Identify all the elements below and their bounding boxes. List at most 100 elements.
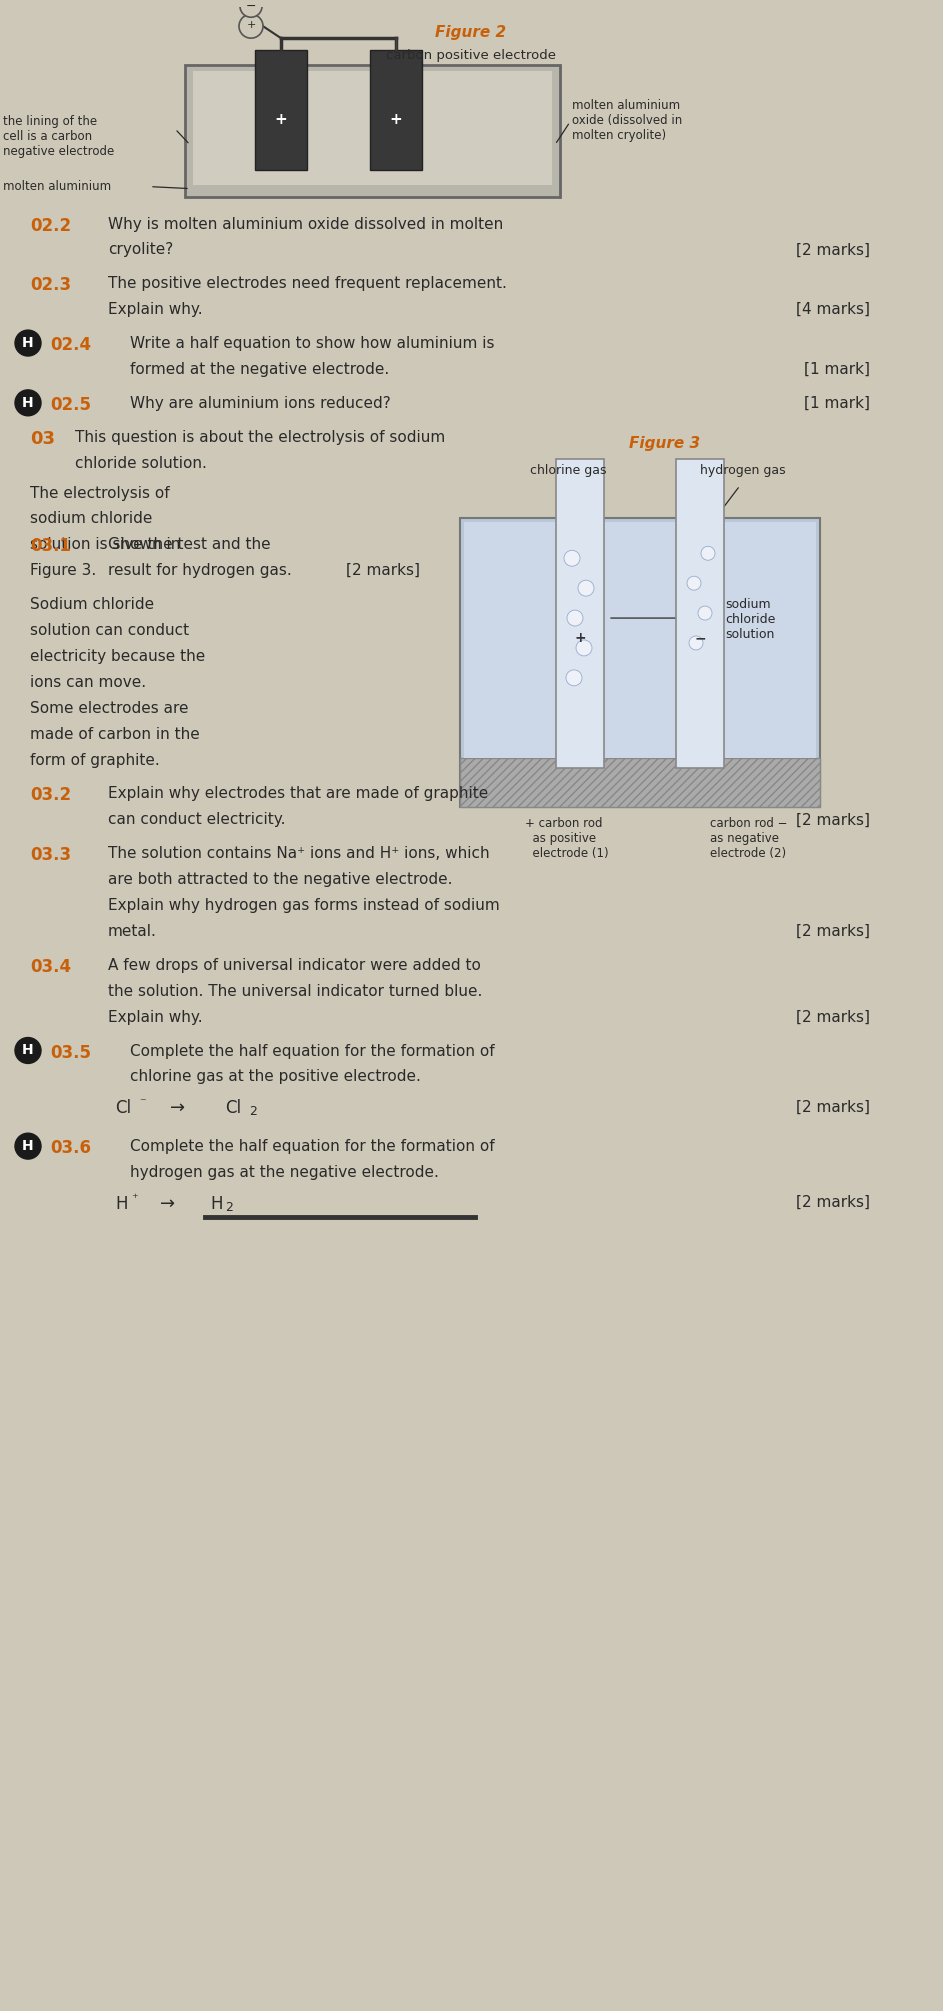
Circle shape xyxy=(239,14,263,38)
Text: carbon positive electrode: carbon positive electrode xyxy=(386,48,556,62)
Text: form of graphite.: form of graphite. xyxy=(30,752,159,768)
Text: H: H xyxy=(23,336,34,350)
Text: hydrogen gas at the negative electrode.: hydrogen gas at the negative electrode. xyxy=(130,1164,438,1180)
Circle shape xyxy=(15,390,41,416)
Text: ions can move.: ions can move. xyxy=(30,676,146,690)
Circle shape xyxy=(15,1038,41,1064)
Text: 02.5: 02.5 xyxy=(50,396,91,414)
Text: 03.5: 03.5 xyxy=(50,1044,91,1062)
Circle shape xyxy=(15,1132,41,1158)
Text: 2: 2 xyxy=(249,1106,256,1118)
Text: cryolite?: cryolite? xyxy=(108,243,174,257)
Text: This question is about the electrolysis of sodium: This question is about the electrolysis … xyxy=(75,430,445,444)
Text: +: + xyxy=(389,113,403,127)
Circle shape xyxy=(566,670,582,686)
Bar xyxy=(464,523,816,758)
Text: +: + xyxy=(274,113,288,127)
Text: [2 marks]: [2 marks] xyxy=(796,1010,870,1026)
Text: + carbon rod
  as positive
  electrode (1): + carbon rod as positive electrode (1) xyxy=(525,816,608,861)
Text: The electrolysis of: The electrolysis of xyxy=(30,485,170,501)
Text: Explain why hydrogen gas forms instead of sodium: Explain why hydrogen gas forms instead o… xyxy=(108,899,500,913)
Text: chlorine gas: chlorine gas xyxy=(530,465,606,477)
Text: ⁺: ⁺ xyxy=(131,1193,138,1205)
Text: result for hydrogen gas.: result for hydrogen gas. xyxy=(108,563,291,579)
Text: Cl: Cl xyxy=(225,1100,241,1118)
Text: Complete the half equation for the formation of: Complete the half equation for the forma… xyxy=(130,1044,495,1058)
Text: Explain why.: Explain why. xyxy=(108,302,203,318)
Text: made of carbon in the: made of carbon in the xyxy=(30,726,200,742)
Text: ⁻: ⁻ xyxy=(139,1096,145,1110)
Text: [2 marks]: [2 marks] xyxy=(346,563,420,579)
Text: 02.3: 02.3 xyxy=(30,276,71,294)
Text: Cl: Cl xyxy=(115,1100,131,1118)
Text: →: → xyxy=(170,1100,185,1118)
Text: [2 marks]: [2 marks] xyxy=(796,243,870,257)
Text: +: + xyxy=(246,20,256,30)
Text: Write a half equation to show how aluminium is: Write a half equation to show how alumin… xyxy=(130,336,494,352)
Circle shape xyxy=(701,547,715,561)
Text: Some electrodes are: Some electrodes are xyxy=(30,700,189,716)
Text: −: − xyxy=(246,0,256,12)
Text: [2 marks]: [2 marks] xyxy=(796,1100,870,1114)
Text: solution is shown in: solution is shown in xyxy=(30,537,180,553)
Bar xyxy=(460,519,820,806)
Text: H: H xyxy=(23,396,34,410)
Text: 02.2: 02.2 xyxy=(30,217,71,235)
Text: Why are aluminium ions reduced?: Why are aluminium ions reduced? xyxy=(130,396,390,410)
Text: carbon rod −
as negative
electrode (2): carbon rod − as negative electrode (2) xyxy=(710,816,787,861)
Circle shape xyxy=(15,330,41,356)
Text: H: H xyxy=(23,1044,34,1058)
Text: Explain why.: Explain why. xyxy=(108,1010,203,1026)
Text: chlorine gas at the positive electrode.: chlorine gas at the positive electrode. xyxy=(130,1070,421,1084)
Text: 03.1: 03.1 xyxy=(30,537,71,555)
Text: [4 marks]: [4 marks] xyxy=(796,302,870,318)
Text: [2 marks]: [2 marks] xyxy=(796,923,870,939)
Text: chloride solution.: chloride solution. xyxy=(75,456,207,471)
Text: molten aluminium
oxide (dissolved in
molten cryolite): molten aluminium oxide (dissolved in mol… xyxy=(572,99,682,143)
Text: solution can conduct: solution can conduct xyxy=(30,623,190,637)
Bar xyxy=(255,50,307,169)
Bar xyxy=(370,50,422,169)
Text: can conduct electricity.: can conduct electricity. xyxy=(108,812,286,827)
Text: Explain why electrodes that are made of graphite: Explain why electrodes that are made of … xyxy=(108,786,488,802)
Text: A few drops of universal indicator were added to: A few drops of universal indicator were … xyxy=(108,957,481,973)
Circle shape xyxy=(687,577,701,589)
Text: [2 marks]: [2 marks] xyxy=(796,812,870,827)
Text: hydrogen gas: hydrogen gas xyxy=(700,465,786,477)
Text: are both attracted to the negative electrode.: are both attracted to the negative elect… xyxy=(108,873,453,887)
Circle shape xyxy=(698,605,712,619)
Text: Give the test and the: Give the test and the xyxy=(108,537,271,553)
Text: +: + xyxy=(574,631,586,646)
Text: H: H xyxy=(23,1138,34,1152)
Circle shape xyxy=(578,581,594,595)
Circle shape xyxy=(689,635,703,650)
Text: Figure 3.: Figure 3. xyxy=(30,563,96,579)
Bar xyxy=(460,758,820,806)
Text: 02.4: 02.4 xyxy=(50,336,91,354)
Text: 2: 2 xyxy=(225,1201,233,1215)
Text: [2 marks]: [2 marks] xyxy=(796,1195,870,1211)
Text: →: → xyxy=(160,1195,175,1213)
Text: 03.3: 03.3 xyxy=(30,847,71,865)
Text: metal.: metal. xyxy=(108,923,157,939)
Text: sodium chloride: sodium chloride xyxy=(30,511,153,527)
Bar xyxy=(193,70,552,185)
Text: 03.2: 03.2 xyxy=(30,786,71,804)
Text: sodium
chloride
solution: sodium chloride solution xyxy=(725,597,775,642)
Text: 03: 03 xyxy=(30,430,55,448)
Text: the solution. The universal indicator turned blue.: the solution. The universal indicator tu… xyxy=(108,983,483,999)
Text: Why is molten aluminium oxide dissolved in molten: Why is molten aluminium oxide dissolved … xyxy=(108,217,504,231)
Text: 03.6: 03.6 xyxy=(50,1138,91,1156)
Text: Complete the half equation for the formation of: Complete the half equation for the forma… xyxy=(130,1138,495,1154)
Text: −: − xyxy=(694,631,705,646)
Circle shape xyxy=(567,609,583,625)
Text: Sodium chloride: Sodium chloride xyxy=(30,597,154,611)
Text: the lining of the
cell is a carbon
negative electrode: the lining of the cell is a carbon negat… xyxy=(3,115,114,159)
Text: The positive electrodes need frequent replacement.: The positive electrodes need frequent re… xyxy=(108,276,507,292)
Text: H: H xyxy=(115,1195,127,1213)
Bar xyxy=(556,459,604,768)
Text: [1 mark]: [1 mark] xyxy=(804,396,870,410)
Text: formed at the negative electrode.: formed at the negative electrode. xyxy=(130,362,389,376)
Text: 03.4: 03.4 xyxy=(30,957,71,975)
Bar xyxy=(676,459,724,768)
